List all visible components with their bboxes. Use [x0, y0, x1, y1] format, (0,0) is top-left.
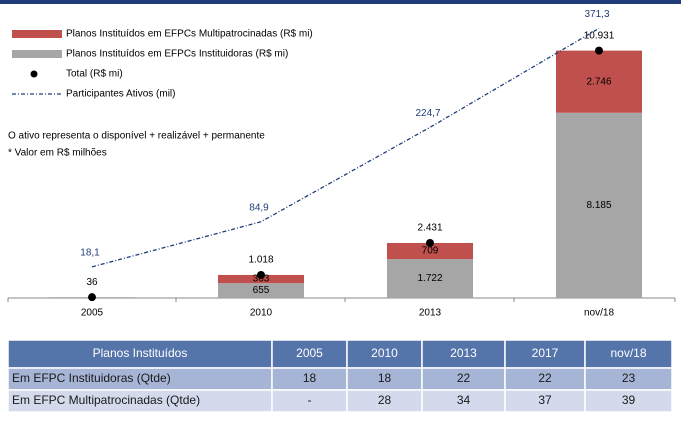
table-text: 22: [538, 371, 552, 385]
category-ticks: [7, 298, 676, 302]
bar-segment: [218, 283, 304, 298]
bar-label: 709: [422, 246, 439, 257]
legend-label: Planos Instituídos em EFPCs Instituidora…: [66, 49, 288, 60]
table-header: Planos Instituídos: [93, 346, 188, 360]
table-header: nov/18: [610, 346, 646, 360]
table-text: 39: [622, 393, 636, 407]
table-text: 22: [457, 371, 471, 385]
bar-label: 2.746: [586, 76, 611, 87]
x-tick-label: nov/18: [584, 308, 614, 319]
legend-label: Total (R$ mi): [66, 69, 123, 80]
table-text: 37: [538, 393, 552, 407]
table-header: 2013: [450, 346, 477, 360]
table-text: Em EFPC Multipatrocinadas (Qtde): [12, 393, 200, 407]
x-tick-label: 2010: [250, 308, 273, 319]
total-label: 1.018: [248, 255, 273, 266]
participants-line: [91, 27, 600, 268]
bar-segment: [387, 242, 473, 260]
table-cell: [584, 339, 673, 369]
bar-label: 1.722: [417, 273, 442, 284]
line-label: 371,3: [584, 9, 609, 20]
table-text: 23: [622, 371, 636, 385]
table-cell: [504, 339, 586, 369]
table-text: 18: [303, 371, 317, 385]
total-label: 36: [86, 277, 98, 288]
table-text: -: [308, 393, 312, 407]
table-text: 28: [378, 393, 392, 407]
table-cell: [421, 339, 506, 369]
legend-swatch: [12, 50, 62, 58]
total-label: 2.431: [417, 223, 442, 234]
bar-label: 363: [253, 274, 270, 285]
note: * Valor em R$ milhões: [8, 148, 107, 159]
table-header: 2017: [532, 346, 559, 360]
table-cell: [346, 339, 423, 369]
total-dot: [257, 270, 265, 279]
legend-label: Participantes Ativos (mil): [66, 89, 175, 100]
total-dot: [426, 238, 434, 247]
total-label: 10.931: [584, 30, 615, 41]
line-label: 18,1: [80, 248, 100, 259]
legend-swatch: [30, 70, 38, 78]
bar-label: 655: [253, 285, 270, 296]
x-tick-label: 2005: [81, 308, 104, 319]
table-header: 2005: [296, 346, 323, 360]
note: O ativo representa o disponível + realiz…: [8, 131, 265, 142]
bar-segment: [556, 50, 642, 113]
top-bar: [0, 0, 681, 4]
table-text: Em EFPC Instituidoras (Qtde): [12, 371, 171, 385]
table-cell: [271, 339, 348, 369]
x-tick-label: 2013: [419, 308, 442, 319]
legend-label: Planos Instituídos em EFPCs Multipatroci…: [66, 29, 313, 40]
bar-segment: [556, 112, 642, 298]
legend-swatch: [12, 30, 62, 38]
table-text: 34: [457, 393, 471, 407]
bar-label: 8.185: [586, 200, 611, 211]
table-cell: [584, 389, 673, 413]
total-dot: [595, 46, 603, 55]
line-label: 224,7: [415, 108, 440, 119]
table-header: 2010: [371, 346, 398, 360]
total-dot: [88, 293, 96, 302]
bar-segment: [218, 274, 304, 284]
table-text: 18: [378, 371, 392, 385]
line-label: 84,9: [249, 202, 269, 213]
bar-segment: [387, 259, 473, 298]
